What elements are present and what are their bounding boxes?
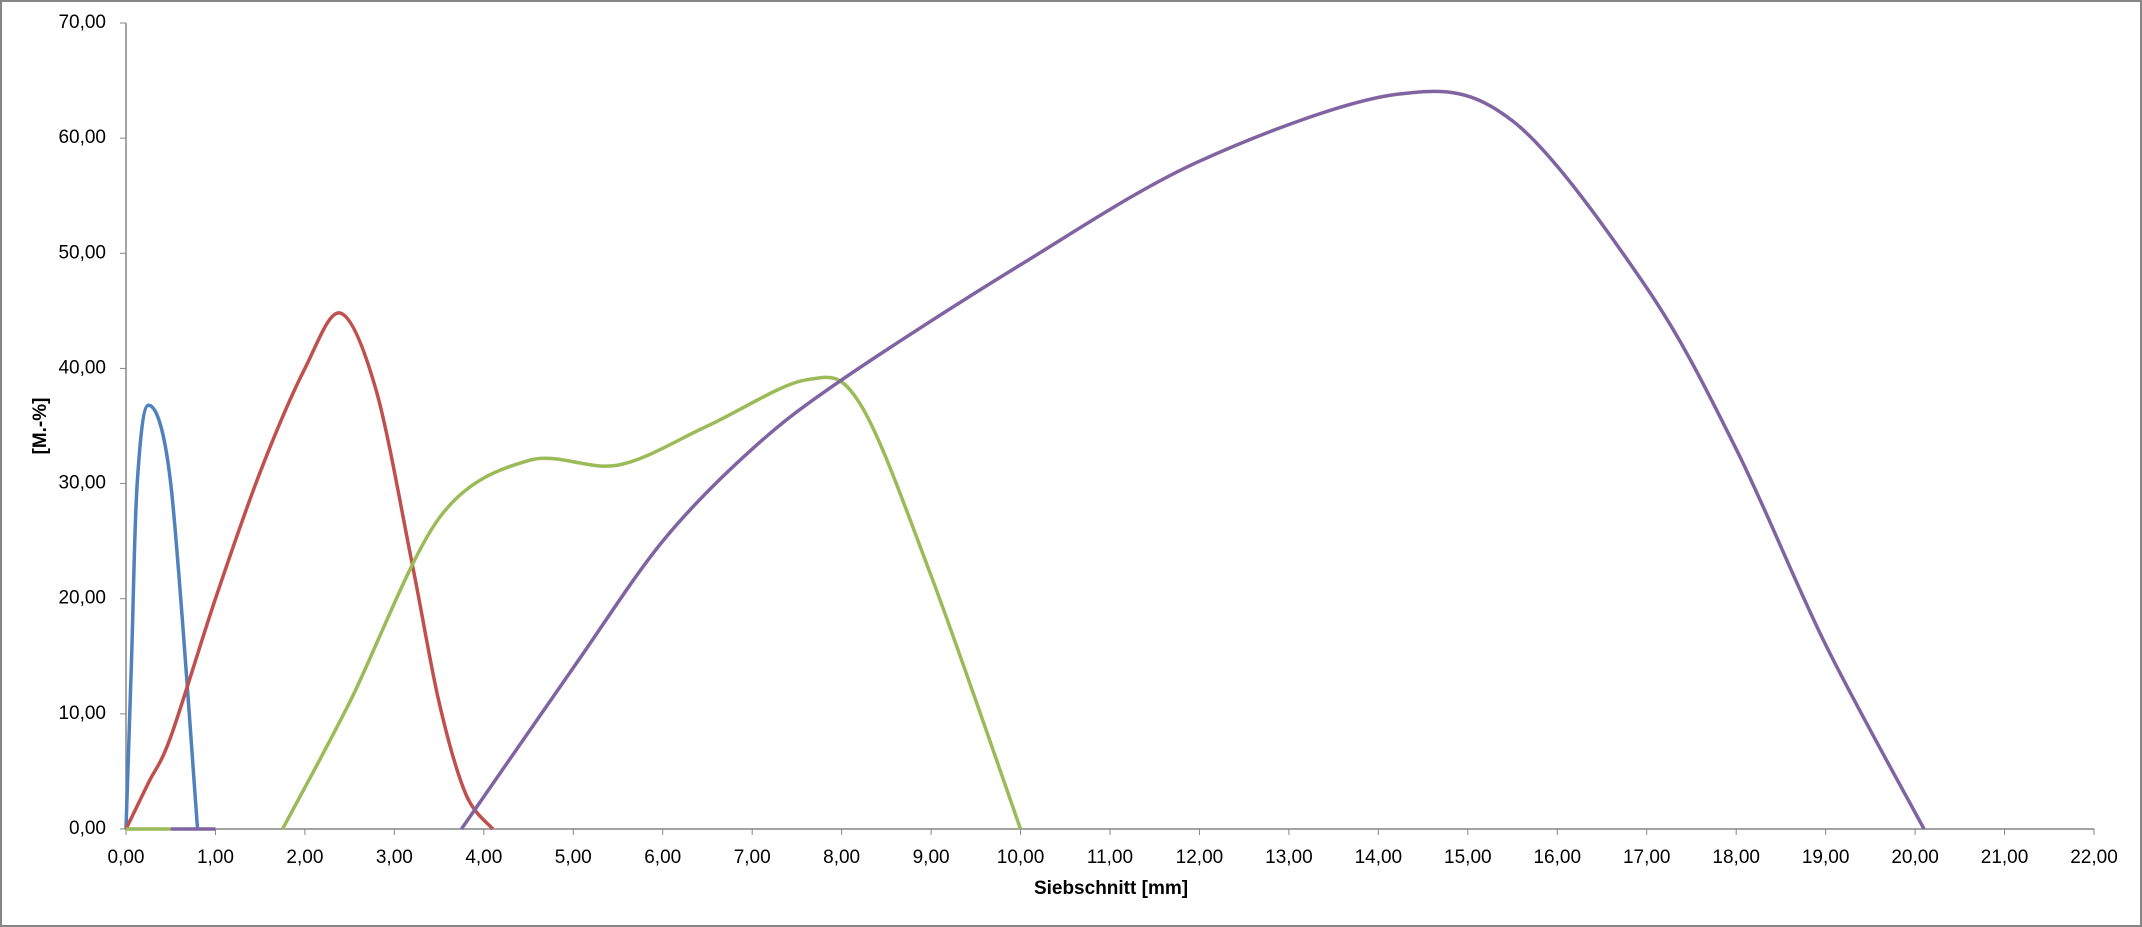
x-tick-label: 3,00 [376, 847, 413, 868]
x-tick-label: 8,00 [823, 847, 860, 868]
x-tick-label: 10,00 [997, 847, 1045, 868]
y-tick-label: 0,00 [69, 818, 106, 839]
x-tick-label: 19,00 [1802, 847, 1850, 868]
x-tick-label: 18,00 [1712, 847, 1760, 868]
x-axis-title: Siebschnitt [mm] [1034, 878, 1188, 899]
x-tick-label: 17,00 [1623, 847, 1671, 868]
x-tick-label: 16,00 [1533, 847, 1581, 868]
x-tick-label: 20,00 [1891, 847, 1939, 868]
y-tick-label: 30,00 [58, 473, 106, 494]
series-line [126, 375, 1023, 831]
x-tick-label: 15,00 [1444, 847, 1492, 868]
x-tick-label: 12,00 [1176, 847, 1224, 868]
y-tick-label: 60,00 [58, 127, 106, 148]
x-tick-label: 14,00 [1355, 847, 1403, 868]
y-tick-label: 70,00 [58, 12, 106, 33]
y-axis-title: [M.-%] [30, 398, 51, 455]
series-line [170, 89, 1926, 831]
x-tick-label: 5,00 [555, 847, 592, 868]
x-tick-label: 2,00 [286, 847, 323, 868]
x-tick-label: 6,00 [644, 847, 681, 868]
x-tick-label: 11,00 [1087, 847, 1133, 868]
x-tick-label: 7,00 [734, 847, 771, 868]
x-tick-label: 13,00 [1265, 847, 1313, 868]
x-tick-label: 4,00 [465, 847, 502, 868]
x-tick-label: 9,00 [913, 847, 950, 868]
y-tick-label: 50,00 [58, 242, 106, 263]
x-tick-label: 0,00 [108, 847, 145, 868]
x-tick-label: 22,00 [2070, 847, 2118, 868]
series-line [124, 403, 200, 830]
series-line [124, 311, 495, 831]
x-tick-label: 21,00 [1981, 847, 2029, 868]
y-tick-label: 10,00 [58, 703, 106, 724]
x-tick-label: 1,00 [197, 847, 234, 868]
y-tick-label: 20,00 [58, 588, 106, 609]
y-tick-label: 40,00 [58, 357, 106, 378]
